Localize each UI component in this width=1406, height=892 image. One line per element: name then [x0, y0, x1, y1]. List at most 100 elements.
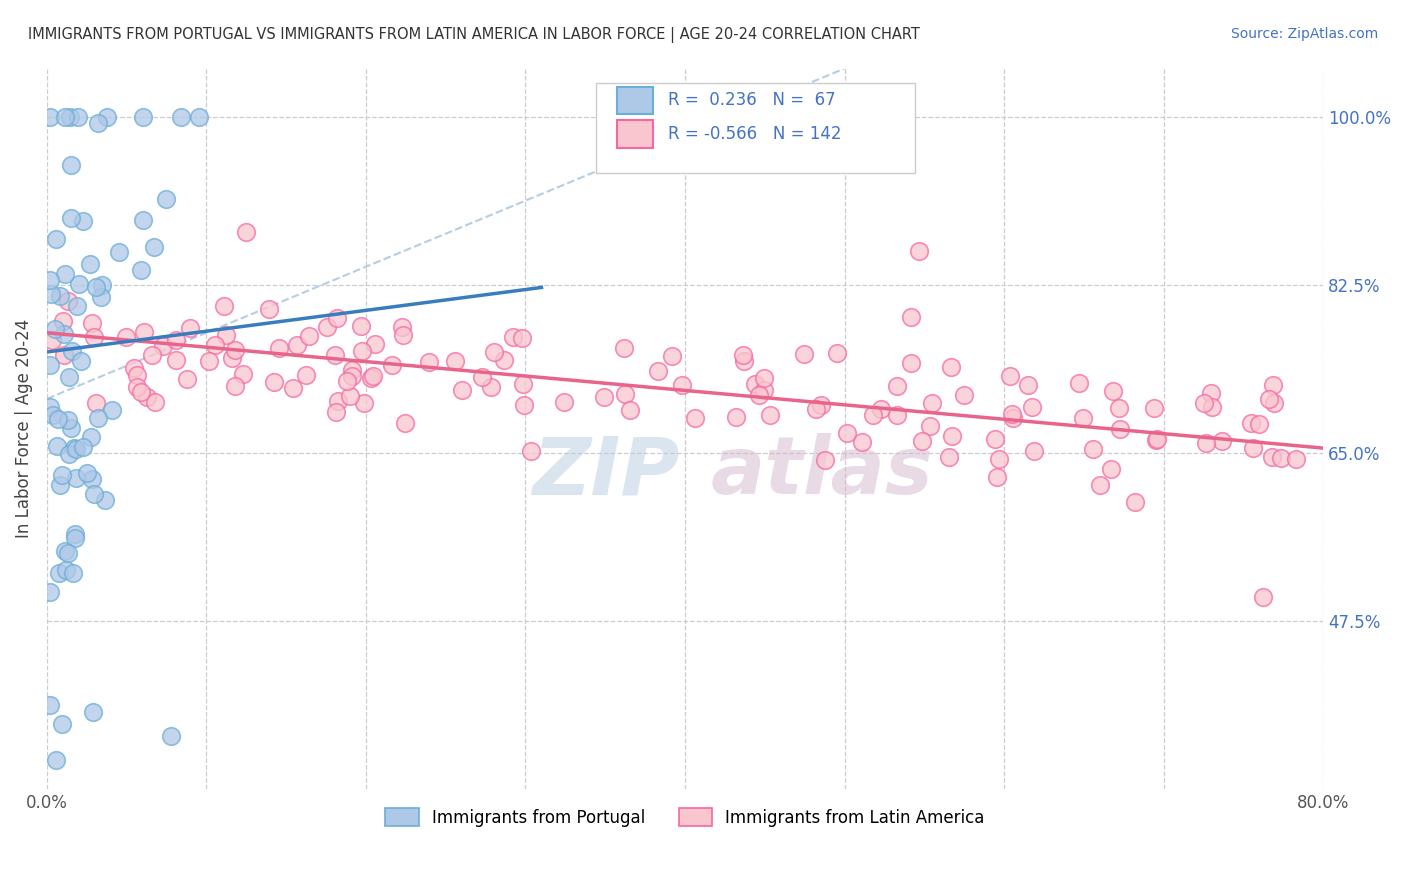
Point [512, 376, 534, 391]
Point [80, 317, 103, 331]
Point [39, 359, 62, 373]
Point [152, 339, 174, 353]
Point [221, 351, 243, 365]
Point [1270, 451, 1292, 466]
Point [391, 328, 413, 343]
Point [63, 527, 86, 541]
Text: ZIP: ZIP [531, 434, 679, 511]
Point [87, 116, 110, 130]
Point [127, 368, 149, 382]
Point [1017, 378, 1039, 392]
Point [1088, 478, 1111, 492]
Point [1261, 377, 1284, 392]
Point [619, 403, 641, 417]
Point [921, 395, 943, 409]
Point [886, 379, 908, 393]
Point [1024, 444, 1046, 458]
Point [65, 299, 87, 313]
Point [58, 447, 80, 461]
Point [131, 384, 153, 399]
Point [142, 240, 165, 254]
Point [39, 287, 62, 301]
Point [1251, 590, 1274, 604]
Point [108, 244, 131, 259]
Point [44, 322, 66, 336]
Point [141, 348, 163, 362]
Point [263, 375, 285, 389]
Point [224, 379, 246, 393]
Point [165, 334, 187, 348]
Point [754, 371, 776, 385]
Point [1109, 422, 1132, 436]
FancyBboxPatch shape [617, 87, 654, 114]
Point [593, 391, 616, 405]
Point [45, 232, 67, 246]
Point [733, 353, 755, 368]
Point [155, 192, 177, 206]
Point [79, 257, 101, 271]
Point [136, 390, 159, 404]
Point [647, 364, 669, 378]
Point [72, 214, 94, 228]
Point [907, 244, 929, 258]
Point [793, 347, 815, 361]
Point [325, 405, 347, 419]
Point [281, 381, 304, 395]
Text: R =  0.236   N =  67: R = 0.236 N = 67 [668, 91, 837, 109]
Point [754, 383, 776, 397]
Point [62, 442, 84, 456]
Point [1257, 392, 1279, 406]
Point [94, 493, 117, 508]
Point [391, 319, 413, 334]
Point [53, 543, 76, 558]
Point [285, 337, 308, 351]
Point [804, 401, 827, 416]
Point [381, 359, 404, 373]
Point [66, 110, 89, 124]
Point [122, 361, 145, 376]
Point [204, 337, 226, 351]
Point [39, 273, 62, 287]
Point [1240, 416, 1263, 430]
Point [520, 443, 543, 458]
Point [810, 398, 832, 412]
Point [41, 333, 63, 347]
Point [53, 326, 76, 341]
Point [1101, 384, 1123, 398]
Point [613, 342, 636, 356]
Point [394, 417, 416, 431]
Point [553, 394, 575, 409]
Point [62, 566, 84, 580]
Point [59, 211, 82, 226]
Y-axis label: In Labor Force | Age 20-24: In Labor Force | Age 20-24 [15, 319, 32, 539]
Point [215, 328, 238, 343]
Point [232, 367, 254, 381]
Point [39, 401, 62, 415]
Point [1021, 400, 1043, 414]
Point [58, 370, 80, 384]
Point [235, 225, 257, 239]
Point [48, 566, 70, 581]
Point [339, 389, 361, 403]
Point [60, 421, 83, 435]
Point [613, 387, 636, 401]
Point [731, 347, 754, 361]
Point [1247, 417, 1270, 431]
Point [1241, 441, 1264, 455]
Point [91, 277, 114, 292]
Point [143, 395, 166, 409]
Point [212, 299, 235, 313]
Point [52, 348, 75, 362]
Point [53, 268, 76, 282]
Point [938, 450, 960, 464]
Point [1099, 462, 1122, 476]
Point [513, 398, 536, 412]
Point [82, 706, 104, 720]
Point [450, 383, 472, 397]
Point [724, 410, 747, 425]
Point [336, 374, 359, 388]
Point [224, 343, 246, 357]
Point [127, 380, 149, 394]
Point [269, 341, 291, 355]
Point [63, 531, 86, 545]
